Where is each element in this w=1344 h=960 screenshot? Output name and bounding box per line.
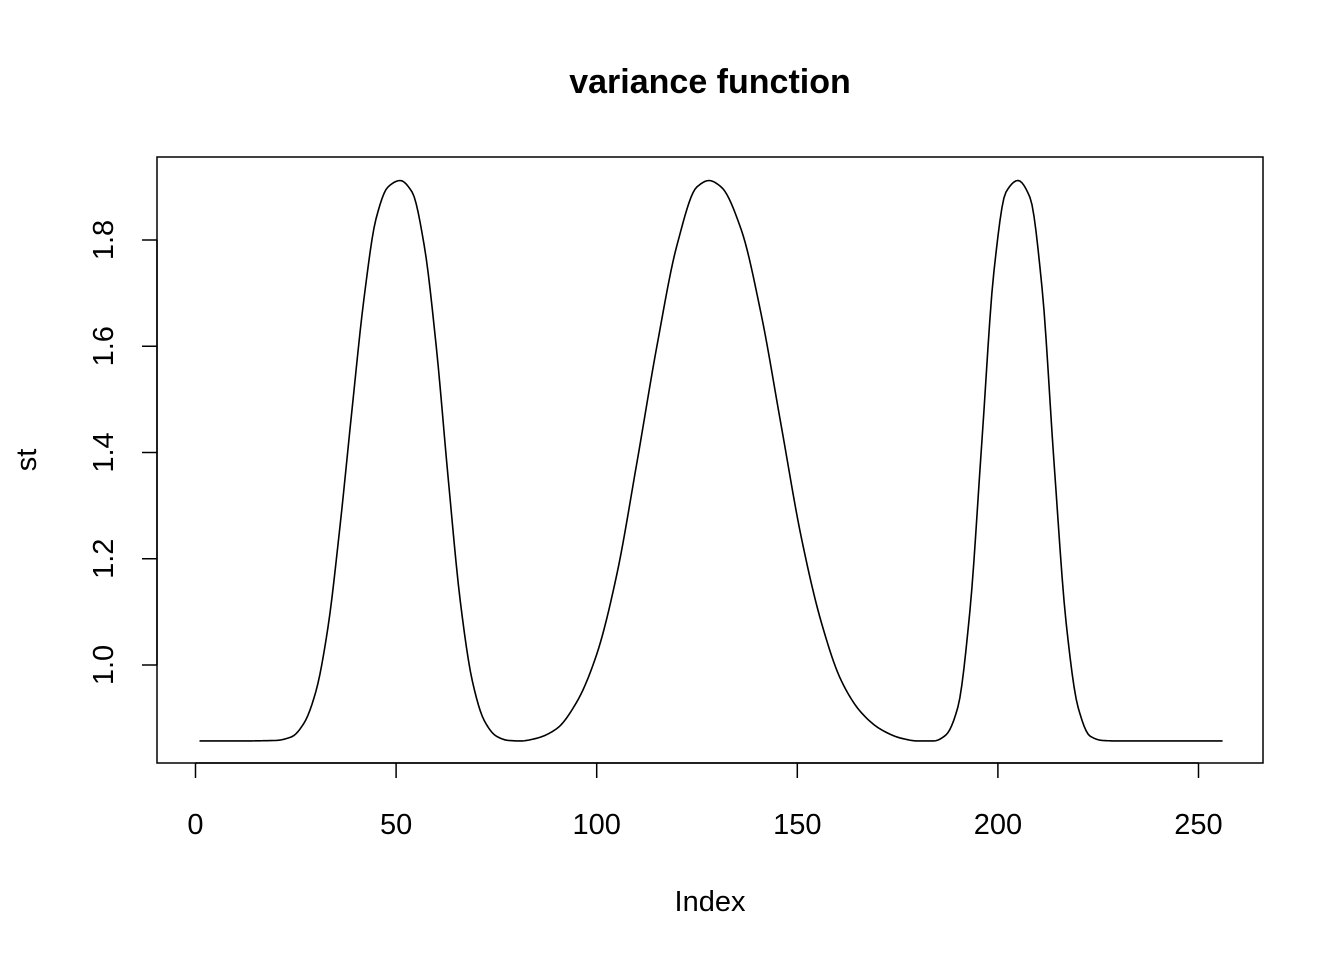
x-tick-label: 50 [380, 809, 412, 841]
plot-frame [156, 156, 1264, 764]
x-axis: 0 50 100 150 200 250 [187, 762, 1223, 841]
x-tick-label: 150 [773, 809, 821, 841]
y-tick-label: 1.4 [88, 432, 120, 472]
y-axis: 1.0 1.2 1.4 1.6 1.8 [88, 220, 158, 685]
y-tick-label: 1.6 [88, 326, 120, 366]
x-tick-label: 100 [573, 809, 621, 841]
y-axis-label: st [11, 449, 43, 472]
chart-title: variance function [569, 63, 851, 101]
x-tick-label: 200 [974, 809, 1022, 841]
y-tick-label: 1.8 [88, 220, 120, 260]
y-tick-label: 1.2 [88, 539, 120, 579]
x-tick-label: 250 [1174, 809, 1222, 841]
x-tick-label: 0 [187, 809, 203, 841]
x-axis-label: Index [675, 886, 746, 918]
y-tick-label: 1.0 [88, 645, 120, 685]
series-line [199, 179, 1223, 742]
